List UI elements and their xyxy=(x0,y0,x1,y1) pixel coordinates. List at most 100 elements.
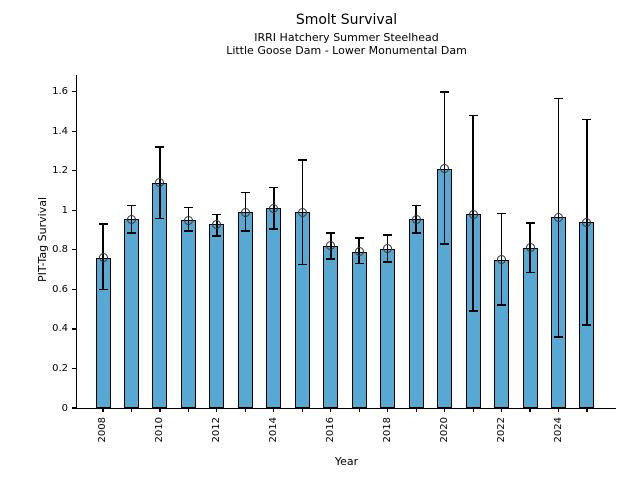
error-cap-bottom-2009 xyxy=(126,232,136,234)
error-cap-top-2021 xyxy=(468,114,478,117)
x-tick-2013 xyxy=(244,408,246,412)
error-cap-top-2015 xyxy=(297,159,307,161)
error-cap-top-2014 xyxy=(269,186,279,189)
error-cap-top-2016 xyxy=(326,232,336,234)
bar-2016 xyxy=(323,245,339,408)
bar-2013 xyxy=(237,212,253,408)
x-tick-label-2010: 2010 xyxy=(153,417,165,443)
y-tick-label-1.2: 1.2 xyxy=(52,165,68,177)
marker-2019 xyxy=(411,214,421,224)
x-tick-2020 xyxy=(444,408,446,412)
y-tick-label-0: 0 xyxy=(61,402,68,414)
bar-2009 xyxy=(123,219,139,408)
error-cap-top-2023 xyxy=(525,222,535,224)
x-tick-label-2018: 2018 xyxy=(381,417,393,443)
error-cap-bottom-2023 xyxy=(525,271,535,274)
y-tick-label-0.2: 0.2 xyxy=(52,362,68,374)
marker-2010 xyxy=(155,178,165,188)
y-tick-label-0.4: 0.4 xyxy=(52,323,68,335)
x-tick-2019 xyxy=(415,408,417,412)
x-tick-2017 xyxy=(358,408,360,412)
error-cap-bottom-2022 xyxy=(497,304,507,306)
x-tick-label-2020: 2020 xyxy=(438,417,450,443)
x-tick-label-2008: 2008 xyxy=(97,417,108,443)
x-tick-2010 xyxy=(159,408,161,412)
x-tick-2018 xyxy=(387,408,389,412)
x-tick-2011 xyxy=(187,408,189,412)
error-cap-top-2009 xyxy=(126,204,136,207)
marker-2025 xyxy=(582,217,592,227)
marker-2009 xyxy=(126,214,136,224)
x-tick-2025 xyxy=(586,408,588,412)
error-cap-top-2025 xyxy=(582,118,592,121)
y-tick-1.2 xyxy=(72,170,77,172)
x-tick-2015 xyxy=(301,408,303,412)
error-cap-bottom-2018 xyxy=(383,261,393,263)
x-tick-2009 xyxy=(130,408,133,412)
error-cap-bottom-2021 xyxy=(468,310,478,312)
x-tick-2016 xyxy=(330,408,332,412)
marker-2017 xyxy=(354,247,364,257)
x-tick-label-2012: 2012 xyxy=(210,417,222,443)
chart-subtitle-line1: IRRI Hatchery Summer Steelhead xyxy=(254,31,439,44)
error-cap-bottom-2015 xyxy=(297,263,307,266)
y-tick-label-1.6: 1.6 xyxy=(52,86,68,98)
x-tick-2021 xyxy=(472,408,474,412)
y-tick-1.6 xyxy=(72,91,77,93)
error-cap-bottom-2020 xyxy=(440,243,450,245)
marker-2020 xyxy=(440,164,450,174)
y-tick-0.2 xyxy=(72,367,77,370)
error-cap-top-2010 xyxy=(155,146,165,148)
chart-subtitle-line2: Little Goose Dam - Lower Monumental Dam xyxy=(226,44,467,57)
bar-2011 xyxy=(180,220,196,408)
x-tick-label-2022: 2022 xyxy=(495,417,507,443)
error-cap-bottom-2008 xyxy=(98,288,108,291)
error-cap-bottom-2011 xyxy=(183,230,193,232)
y-tick-0.4 xyxy=(72,328,77,330)
error-cap-bottom-2012 xyxy=(212,235,222,237)
error-cap-bottom-2014 xyxy=(269,228,279,230)
error-cap-top-2017 xyxy=(354,237,364,239)
error-cap-bottom-2013 xyxy=(240,230,250,232)
error-cap-bottom-2019 xyxy=(411,232,421,234)
x-tick-2023 xyxy=(529,408,531,412)
y-tick-label-0.8: 0.8 xyxy=(52,244,68,256)
error-cap-top-2012 xyxy=(212,213,222,216)
x-tick-2008 xyxy=(102,408,104,412)
marker-2024 xyxy=(554,212,564,222)
marker-2008 xyxy=(98,253,108,263)
x-axis-spine xyxy=(76,407,616,409)
x-tick-label-2024: 2024 xyxy=(552,417,564,443)
marker-2015 xyxy=(297,207,307,217)
error-cap-top-2024 xyxy=(554,97,564,100)
y-axis-spine xyxy=(76,75,78,408)
y-tick-0.6 xyxy=(72,288,77,291)
error-cap-top-2018 xyxy=(383,234,393,236)
x-tick-label-2014: 2014 xyxy=(267,417,279,443)
bar-2014 xyxy=(266,208,282,408)
y-tick-1 xyxy=(72,209,77,211)
error-cap-top-2019 xyxy=(411,204,421,207)
error-cap-top-2022 xyxy=(497,212,507,215)
bar-2019 xyxy=(408,219,424,408)
marker-2018 xyxy=(383,244,393,254)
marker-2014 xyxy=(269,203,279,213)
error-cap-bottom-2010 xyxy=(155,217,165,220)
bar-2017 xyxy=(351,251,367,408)
x-axis-label: Year xyxy=(334,455,359,468)
marker-2011 xyxy=(183,215,193,225)
error-cap-top-2013 xyxy=(240,191,250,194)
marker-2023 xyxy=(525,243,535,253)
marker-2012 xyxy=(212,219,222,229)
chart-title: Smolt Survival xyxy=(295,12,398,28)
y-tick-label-0.6: 0.6 xyxy=(52,283,68,295)
x-tick-2012 xyxy=(216,408,218,412)
x-tick-label-2016: 2016 xyxy=(324,417,336,443)
x-tick-2022 xyxy=(500,408,503,412)
marker-2021 xyxy=(468,209,478,219)
y-tick-0 xyxy=(72,407,77,409)
y-tick-0.8 xyxy=(72,249,77,251)
marker-2013 xyxy=(240,207,250,217)
y-tick-1.4 xyxy=(72,130,77,132)
